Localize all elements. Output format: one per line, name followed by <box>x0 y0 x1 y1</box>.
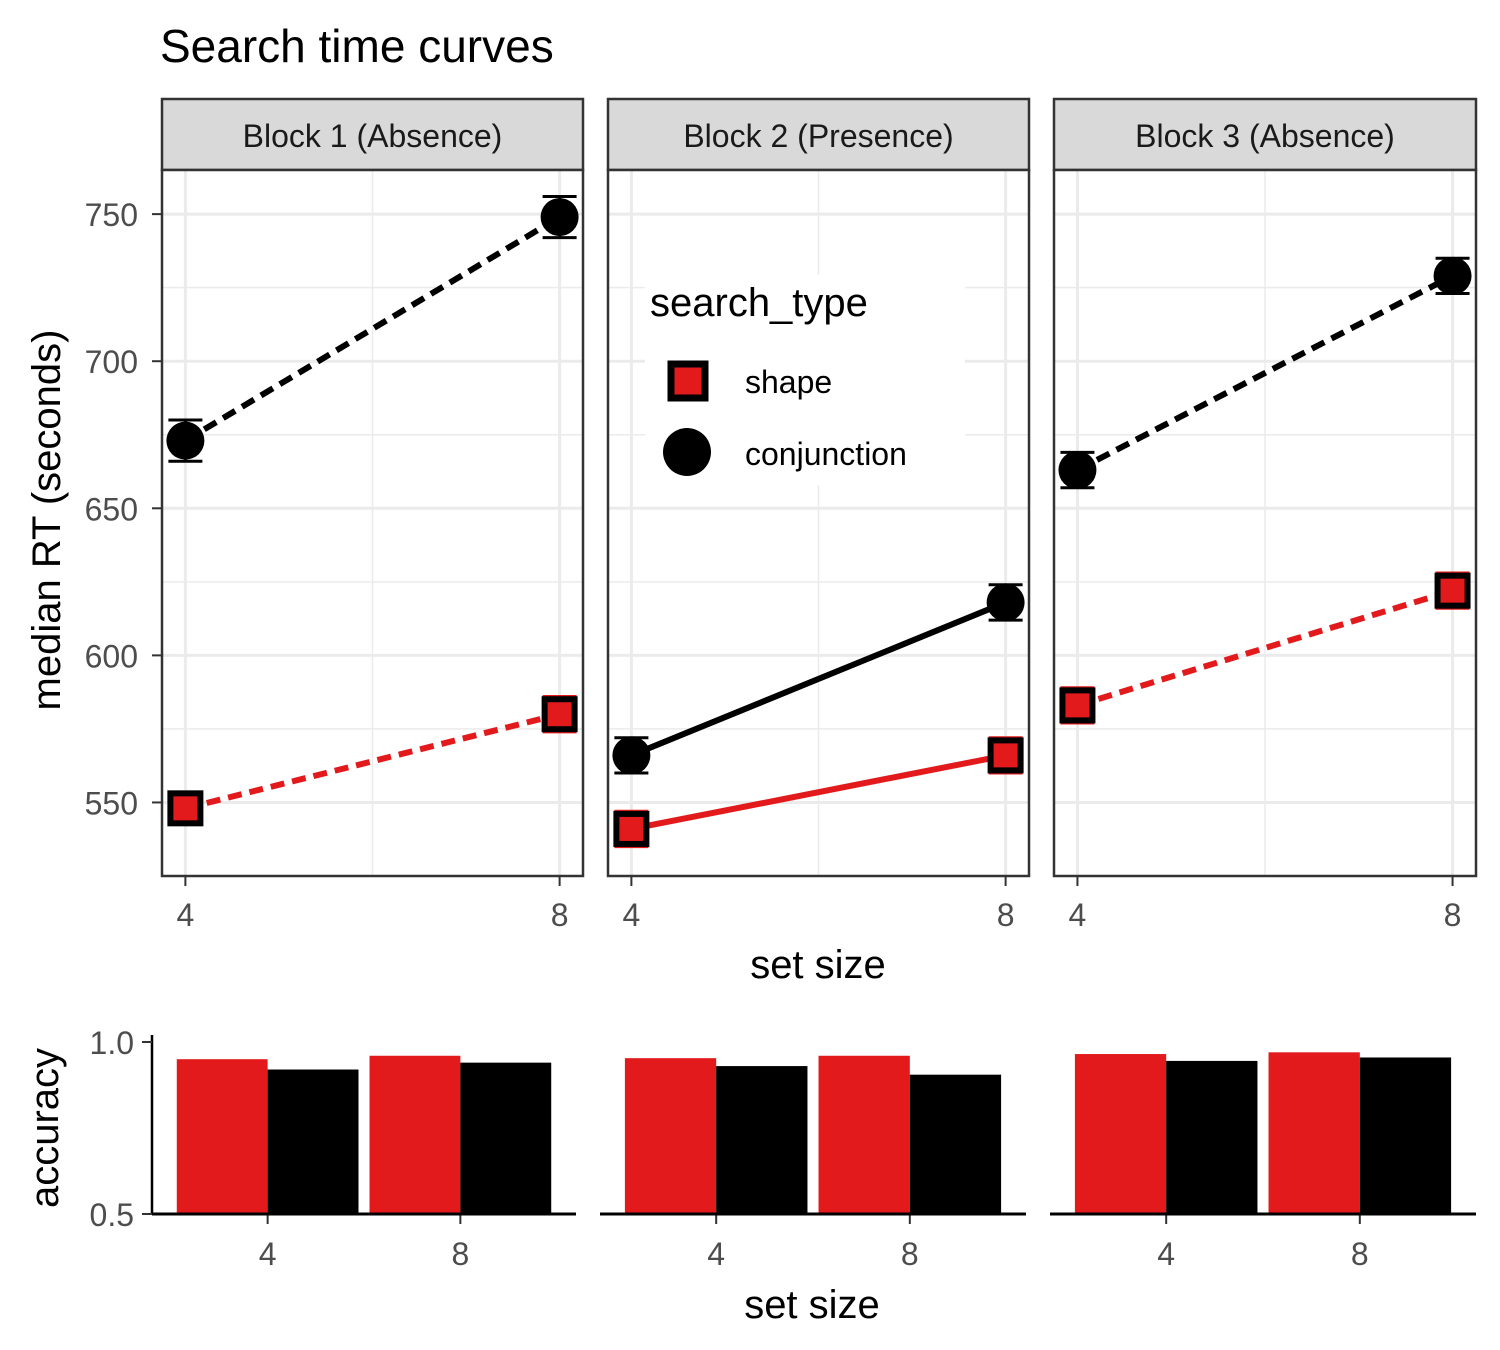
y-axis-label: accuracy <box>23 1048 67 1208</box>
bar-conjunction <box>267 1069 359 1214</box>
y-axis-label: median RT (seconds) <box>25 330 69 711</box>
x-tick-label: 4 <box>707 1236 725 1272</box>
data-point-conjunction <box>612 736 651 775</box>
data-point-shape <box>987 737 1024 774</box>
bar-conjunction <box>1166 1060 1258 1214</box>
panel-border <box>1052 168 1478 878</box>
x-tick-label: 4 <box>259 1236 277 1272</box>
data-point-shape <box>167 790 204 827</box>
series-line-shape <box>630 752 1007 832</box>
legend-key-conjunction <box>663 428 711 476</box>
panel-strip <box>1052 97 1478 172</box>
data-point-shape <box>613 810 650 847</box>
bar-conjunction <box>1359 1057 1452 1214</box>
x-tick-label: 4 <box>1157 1236 1175 1272</box>
series-line-conjunction <box>1076 273 1454 473</box>
series-line-conjunction <box>630 599 1007 759</box>
chart-title: Search time curves <box>160 20 554 72</box>
panel-border <box>606 168 1031 878</box>
data-point-conjunction <box>1058 451 1097 490</box>
y-tick-label: 600 <box>85 638 138 674</box>
data-point-conjunction <box>1433 256 1472 295</box>
panel-1: Block 1 (Absence) 4 8 <box>160 97 585 933</box>
x-axis-label: set size <box>744 1283 880 1327</box>
bar-conjunction <box>460 1062 552 1214</box>
bar-conjunction <box>909 1074 1002 1214</box>
x-tick-label: 4 <box>176 897 194 933</box>
bar-shape <box>1074 1054 1167 1214</box>
x-tick-label: 8 <box>1444 897 1462 933</box>
legend-item-label: shape <box>745 364 832 400</box>
y-tick-label: 0.5 <box>90 1197 134 1233</box>
panel-2: Block 2 (Presence) 4 8 <box>606 97 1031 933</box>
data-point-conjunction <box>986 583 1025 622</box>
data-point-conjunction <box>540 198 579 237</box>
bar-shape <box>176 1059 268 1214</box>
series-line-shape <box>184 711 561 812</box>
panel-strip-label: Block 1 (Absence) <box>243 118 503 154</box>
panel-strip <box>160 97 585 172</box>
bar-shape <box>624 1058 717 1214</box>
legend-title: search_type <box>650 281 868 325</box>
x-tick-label: 4 <box>622 897 640 933</box>
legend-key-shape <box>667 360 709 402</box>
series-line-conjunction <box>183 214 562 444</box>
x-axis-label: set size <box>750 943 886 987</box>
y-tick-label: 700 <box>85 344 138 380</box>
data-point-conjunction <box>166 421 205 460</box>
y-tick-label: 750 <box>85 197 138 233</box>
panel-border <box>160 168 585 878</box>
y-tick-label: 650 <box>85 491 138 527</box>
x-tick-label: 8 <box>551 897 569 933</box>
y-tick-label: 1.0 <box>90 1025 134 1061</box>
data-point-shape <box>1434 572 1471 609</box>
x-tick-label: 4 <box>1069 897 1087 933</box>
bar-shape <box>1268 1052 1360 1214</box>
bar-conjunction <box>716 1066 808 1214</box>
x-tick-label: 8 <box>451 1236 469 1272</box>
bar-shape <box>818 1055 910 1214</box>
x-tick-label: 8 <box>1351 1236 1369 1272</box>
data-point-shape <box>541 696 578 733</box>
data-point-shape <box>1059 687 1096 724</box>
y-tick-label: 550 <box>85 785 138 821</box>
legend-item-label: conjunction <box>745 436 907 472</box>
x-tick-label: 8 <box>997 897 1015 933</box>
x-tick-label: 8 <box>901 1236 919 1272</box>
bar-shape <box>369 1055 461 1214</box>
panel-strip-label: Block 2 (Presence) <box>683 118 953 154</box>
panel-strip-label: Block 3 (Absence) <box>1135 118 1395 154</box>
panel-3: Block 3 (Absence) 4 8 <box>1052 97 1478 933</box>
